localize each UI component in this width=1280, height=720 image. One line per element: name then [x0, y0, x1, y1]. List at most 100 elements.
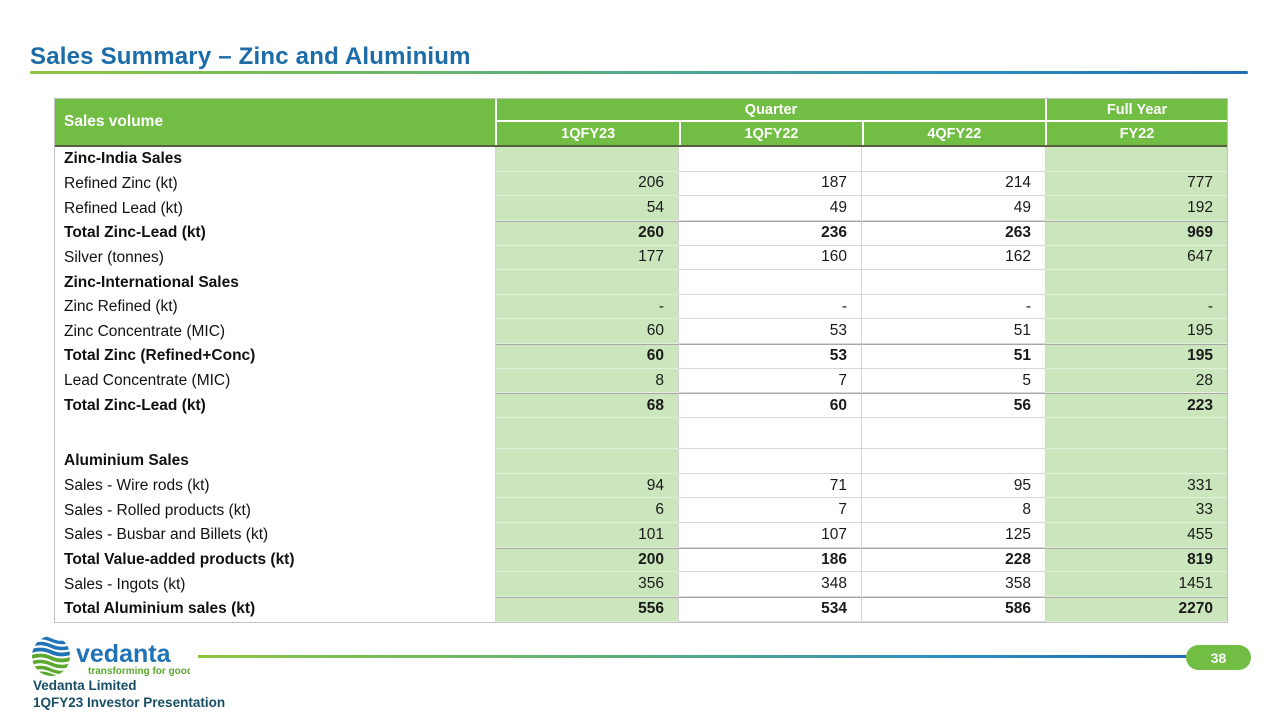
cell-1qfy22: 534 — [678, 596, 861, 622]
row-label: Total Value-added products (kt) — [64, 550, 295, 568]
cell-1qfy23 — [495, 449, 678, 474]
row-label: Sales - Wire rods (kt) — [64, 477, 210, 494]
cell-4qfy22: 49 — [861, 196, 1045, 221]
cell-fy22: 33 — [1045, 498, 1227, 523]
page-title: Sales Summary – Zinc and Aluminium — [30, 43, 471, 70]
quarter-header-group: Quarter 1QFY23 1QFY22 4QFY22 — [495, 99, 1045, 145]
table-row: Total Value-added products (kt) 200 186 228… — [55, 547, 1227, 573]
table-body: Zinc-India Sales Refined Zinc (kt) 206 187 2… — [55, 147, 1227, 622]
cell-fy22 — [1045, 270, 1227, 295]
cell-1qfy23: 60 — [495, 344, 678, 369]
table-row: Zinc Concentrate (MIC) 60 53 51 195 — [55, 319, 1227, 345]
cell-1qfy23 — [495, 418, 678, 450]
table-row: Sales - Wire rods (kt) 94 71 95 331 — [55, 473, 1227, 499]
header-1qfy23: 1QFY23 — [561, 125, 616, 142]
cell-1qfy22 — [678, 270, 861, 295]
table-row: Silver (tonnes) 177 160 162 647 — [55, 245, 1227, 271]
row-label: Lead Concentrate (MIC) — [64, 372, 231, 390]
cell-1qfy23 — [495, 270, 678, 295]
row-label: Refined Lead (kt) — [64, 199, 183, 217]
row-label: Sales - Rolled products (kt) — [64, 501, 251, 519]
cell-1qfy23 — [495, 147, 678, 172]
cell-fy22: 223 — [1045, 393, 1227, 419]
cell-1qfy22: 236 — [678, 220, 861, 246]
cell-1qfy23: 54 — [495, 196, 678, 221]
row-label: Total Zinc (Refined+Conc) — [64, 347, 256, 365]
cell-4qfy22 — [861, 147, 1045, 172]
table-row: Lead Concentrate (MIC) 8 7 5 28 — [55, 368, 1227, 394]
table-row: Total Zinc-Lead (kt) 260 236 263 969 — [55, 220, 1227, 246]
cell-4qfy22: 586 — [861, 596, 1045, 622]
table-row: Aluminium Sales — [55, 449, 1227, 474]
cell-fy22: 331 — [1045, 473, 1227, 499]
full-year-header-group: Full Year FY22 — [1045, 99, 1227, 145]
cell-1qfy23: 260 — [495, 220, 678, 246]
cell-fy22: 195 — [1045, 344, 1227, 369]
row-label: Silver (tonnes) — [64, 248, 164, 266]
cell-1qfy22: 7 — [678, 368, 861, 394]
cell-4qfy22: 263 — [861, 220, 1045, 246]
row-label: Sales - Busbar and Billets (kt) — [64, 526, 269, 544]
vedanta-globe-icon — [32, 636, 70, 676]
row-label: Sales - Ingots (kt) — [64, 575, 186, 593]
table-row: Zinc-India Sales — [55, 147, 1227, 172]
cell-1qfy22: 186 — [678, 547, 861, 573]
cell-1qfy23: 8 — [495, 368, 678, 394]
table-row: Total Zinc (Refined+Conc) 60 53 51 195 — [55, 344, 1227, 369]
cell-fy22: 777 — [1045, 171, 1227, 197]
cell-4qfy22: 125 — [861, 522, 1045, 548]
table-row: Sales - Ingots (kt) 356 348 358 1451 — [55, 572, 1227, 597]
cell-4qfy22 — [861, 270, 1045, 295]
cell-1qfy22: 60 — [678, 393, 861, 419]
corner-header-sales-volume: Sales volume — [64, 113, 164, 130]
page-number-badge: 38 — [1186, 645, 1251, 670]
cell-4qfy22: - — [861, 294, 1045, 320]
cell-fy22 — [1045, 418, 1227, 450]
cell-1qfy22: - — [678, 294, 861, 320]
cell-1qfy23: 68 — [495, 393, 678, 419]
table-header: Sales volume Quarter 1QFY23 1QFY22 4QFY2… — [55, 99, 1227, 147]
cell-1qfy23: 94 — [495, 473, 678, 499]
row-label: Refined Zinc (kt) — [64, 174, 178, 192]
table-row: Sales - Busbar and Billets (kt) 101 107 125… — [55, 522, 1227, 548]
cell-1qfy23: 356 — [495, 572, 678, 597]
cell-4qfy22: 162 — [861, 245, 1045, 271]
row-label: Total Zinc-Lead (kt) — [64, 224, 206, 242]
header-full-year: Full Year — [1047, 99, 1227, 122]
cell-fy22: 28 — [1045, 368, 1227, 394]
vedanta-logo: vedanta transforming for good — [32, 636, 190, 677]
table-row: Total Zinc-Lead (kt) 68 60 56 223 — [55, 393, 1227, 419]
cell-1qfy23: - — [495, 294, 678, 320]
row-label: Total Zinc-Lead (kt) — [64, 396, 206, 414]
cell-1qfy22: 348 — [678, 572, 861, 597]
header-4qfy22: 4QFY22 — [861, 122, 1045, 145]
row-label: Zinc Concentrate (MIC) — [64, 322, 226, 340]
table-row: Total Aluminium sales (kt) 556 534 586 2270 — [55, 596, 1227, 622]
cell-4qfy22: 51 — [861, 344, 1045, 369]
cell-4qfy22: 8 — [861, 498, 1045, 523]
row-label — [55, 418, 495, 449]
cell-fy22 — [1045, 449, 1227, 474]
cell-4qfy22: 56 — [861, 393, 1045, 419]
cell-4qfy22 — [861, 418, 1045, 450]
cell-1qfy22 — [678, 418, 861, 450]
cell-fy22: 819 — [1045, 547, 1227, 573]
header-fy22: FY22 — [1119, 125, 1155, 142]
table-row: Refined Zinc (kt) 206 187 214 777 — [55, 171, 1227, 197]
cell-4qfy22: 5 — [861, 368, 1045, 394]
footer-company-name: Vedanta Limited — [33, 678, 137, 693]
cell-1qfy22: 187 — [678, 171, 861, 197]
cell-fy22: - — [1045, 294, 1227, 320]
sales-volume-table: Sales volume Quarter 1QFY23 1QFY22 4QFY2… — [54, 98, 1228, 623]
header-1qfy22: 1QFY22 — [679, 122, 861, 145]
title-divider — [30, 71, 1248, 74]
row-label: Zinc-International Sales — [64, 273, 239, 291]
cell-fy22: 647 — [1045, 245, 1227, 271]
table-row: Zinc-International Sales — [55, 270, 1227, 295]
table-row: Zinc Refined (kt) - - - - — [55, 294, 1227, 320]
cell-1qfy22: 53 — [678, 344, 861, 369]
cell-1qfy22: 107 — [678, 522, 861, 548]
quarter-subheaders: 1QFY23 1QFY22 4QFY22 — [497, 122, 1045, 145]
row-label: Total Aluminium sales (kt) — [64, 600, 256, 618]
vedanta-logo-wordmark: vedanta — [76, 640, 172, 668]
